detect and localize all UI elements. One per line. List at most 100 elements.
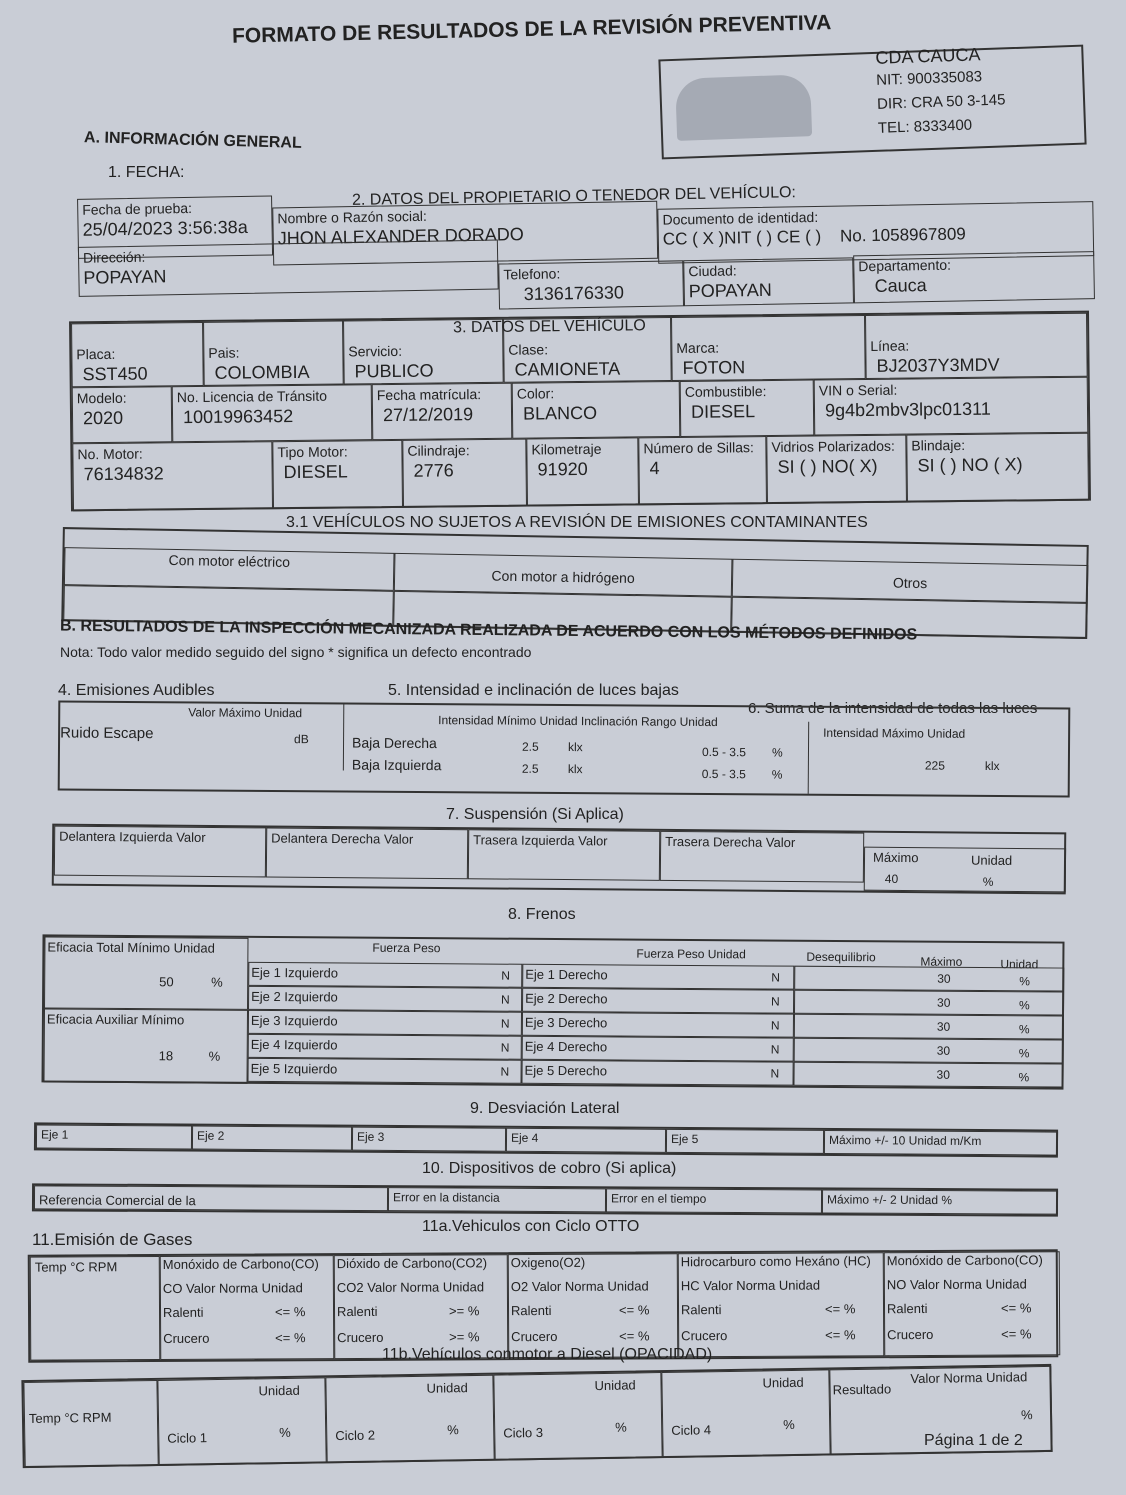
- company-phone: TEL: 8333400: [877, 116, 973, 137]
- vehicle-field-value: CAMIONETA: [514, 358, 621, 380]
- vehicle-field-value: COLOMBIA: [214, 361, 310, 383]
- axle-left-unit: N: [501, 992, 510, 1007]
- vehicle-field: VIN o Serial: 9g4b2mbv3lpc01311: [813, 376, 1089, 436]
- vehicle-field-label: Cilindraje:: [407, 442, 470, 459]
- gas-columns: CO2 Valor Norma Unidad: [336, 1279, 485, 1296]
- axle-right-label: Eje 2 Derecho: [525, 990, 608, 1007]
- imbalance-max: 30: [936, 1043, 951, 1058]
- note: Nota: Todo valor medido seguido del sign…: [60, 644, 532, 660]
- vehicle-field-label: No. Licencia de Tránsito: [176, 387, 328, 406]
- vehicle-field-label: Vidrios Polarizados:: [771, 437, 895, 455]
- vehicle-field-value: SI ( ) NO ( X): [917, 454, 1023, 476]
- gas-cruise-label: Crucero: [337, 1329, 384, 1346]
- s11a-heading: 11a.Vehiculos con Ciclo OTTO: [422, 1218, 640, 1235]
- s11b-heading: 11b.Vehículos conmotor a Diesel (OPACIDA…: [382, 1346, 713, 1363]
- vehicle-field-label: Placa:: [76, 345, 116, 363]
- exempt-heading: 3.1 VEHÍCULOS NO SUJETOS A REVISIÓN DE E…: [286, 514, 868, 531]
- susp-rear-right: Trasera Derecha Valor: [659, 830, 865, 883]
- gas-idle-label: Ralenti: [886, 1300, 928, 1317]
- vehicle-field-value: 91920: [537, 458, 588, 480]
- axle-right-label: Eje 4 Derecho: [524, 1038, 608, 1055]
- s6-max: 225: [924, 758, 945, 773]
- opacity-cycle: Unidad Ciclo 1%: [157, 1377, 327, 1466]
- result-label: Resultado: [832, 1381, 892, 1398]
- phone: 3136176330: [523, 282, 625, 305]
- axle-left-unit: N: [500, 1040, 510, 1055]
- vehicle-field-label: Servicio:: [348, 342, 403, 360]
- gas-cruise-norm: <= %: [619, 1328, 650, 1344]
- otto-temp-rpm: Temp °C RPM: [29, 1256, 161, 1361]
- vehicle-field-label: Kilometraje: [531, 440, 602, 458]
- s4-heading: 4. Emisiones Audibles: [58, 682, 215, 699]
- gas-column: Hidrocarburo como Hexáno (HC) HC Valor No…: [677, 1252, 885, 1358]
- diesel-temp-rpm: Temp °C RPM: [23, 1379, 159, 1469]
- gas-columns: CO Valor Norma Unidad: [162, 1280, 303, 1296]
- fecha-heading: 1. FECHA:: [108, 164, 185, 181]
- low-right-label: Baja Derecha: [351, 734, 437, 752]
- axle-right-label: Eje 5 Derecho: [524, 1062, 608, 1079]
- dept: Cauca: [874, 275, 927, 296]
- low-left-label: Baja Izquierda: [351, 756, 442, 774]
- noise-label: Ruido Escape: [60, 724, 154, 743]
- vehicle-field-label: Color:: [516, 385, 555, 402]
- fare-max: Máximo +/- 2 Unidad %: [821, 1189, 1059, 1215]
- s4-columns: Valor Máximo Unidad: [188, 705, 303, 721]
- susp-max: 40: [884, 871, 899, 886]
- gas-cruise-label: Crucero: [681, 1328, 728, 1344]
- company-name: CDA CAUCA: [875, 44, 981, 68]
- gas-cruise-norm: <= %: [1001, 1326, 1032, 1342]
- test-date-label: Fecha de prueba:: [82, 199, 193, 218]
- vehicle-field: Vidrios Polarizados: SI ( ) NO( X): [766, 434, 907, 505]
- gas-cruise-label: Crucero: [887, 1326, 934, 1343]
- vehicle-field-value: 2776: [413, 460, 454, 481]
- vehicle-table: 3. DATOS DEL VEHÍCULO Placa: SST450 Pais: C…: [69, 310, 1091, 512]
- gas-name: Dióxido de Carbono(CO2): [336, 1255, 488, 1272]
- gas-cruise-label: Crucero: [163, 1330, 210, 1346]
- brake-axle-right: Eje 4 Derecho N: [521, 1035, 794, 1062]
- gas-idle-norm: >= %: [448, 1303, 480, 1319]
- city-label: Ciudad:: [688, 262, 737, 280]
- susp-unit: %: [982, 874, 994, 889]
- gas-cruise-norm: <= %: [275, 1330, 306, 1346]
- test-date: 25/04/2023 3:56:38a: [82, 216, 248, 240]
- axle-right-unit: N: [771, 970, 780, 985]
- gas-idle-label: Ralenti: [680, 1302, 722, 1318]
- cycle-name: Ciclo 3: [503, 1424, 544, 1441]
- axle-left-label: Eje 3 Izquierdo: [250, 1012, 338, 1029]
- s10-heading: 10. Dispositivos de cobro (Si aplica): [422, 1160, 677, 1177]
- imbalance-max: 30: [937, 971, 951, 986]
- brake-axle-left: Eje 5 Izquierdo N: [247, 1057, 522, 1084]
- brake-axle-right: Eje 2 Derecho N: [522, 987, 795, 1014]
- low-left-unit: klx: [567, 762, 583, 777]
- vehicle-field-value: DIESEL: [690, 401, 756, 422]
- deviation-axle: Eje 5: [665, 1128, 825, 1154]
- vehicle-field-value: 9g4b2mbv3lpc01311: [824, 398, 991, 421]
- vehicle-field-label: Combustible:: [684, 383, 767, 400]
- fare-time-error: Error en el tiempo: [605, 1188, 823, 1214]
- address: POPAYAN: [83, 266, 167, 288]
- vehicle-field: Fecha matrícula: 27/12/2019: [371, 382, 513, 441]
- susp-max-label: Máximo: [872, 849, 919, 866]
- vehicle-field-value: SI ( ) NO( X): [777, 455, 878, 477]
- vehicle-field: Cilindraje: 2776: [402, 438, 527, 508]
- gas-column: Monóxido de Carbono(CO) CO Valor Norma Un…: [159, 1255, 335, 1361]
- total-eff-min: 50: [159, 974, 174, 990]
- brakes-table: Eficacia Total Mínimo Unidad 50% Eficacia…: [41, 934, 1065, 1090]
- vehicle-field-label: Pais:: [208, 344, 240, 361]
- s7-heading: 7. Suspensión (Si Aplica): [446, 806, 624, 823]
- axle-left-unit: N: [501, 968, 510, 983]
- gas-idle-norm: <= %: [618, 1302, 650, 1318]
- cycle-unit-label: Unidad: [258, 1382, 300, 1399]
- gas-idle-norm: <= %: [274, 1304, 306, 1320]
- low-left-min: 2.5: [521, 761, 539, 776]
- axle-left-label: Eje 2 Izquierdo: [251, 988, 338, 1005]
- gas-columns: O2 Valor Norma Unidad: [510, 1278, 649, 1295]
- imbalance-unit: %: [1018, 1046, 1030, 1061]
- gas-column: Monóxido de Carbono(CO) NO Valor Norma Un…: [883, 1251, 1061, 1357]
- diesel-opacity-table: Temp °C RPM Unidad Ciclo 1% Unidad Ciclo 2%…: [21, 1363, 1053, 1469]
- vehicle-field-label: Clase:: [508, 341, 549, 358]
- gas-name: Monóxido de Carbono(CO): [162, 1256, 319, 1272]
- s9-heading: 9. Desviación Lateral: [470, 1100, 620, 1117]
- opacity-cycle: Unidad Ciclo 2%: [325, 1374, 495, 1464]
- brake-axle-right: Eje 5 Derecho N: [521, 1059, 794, 1086]
